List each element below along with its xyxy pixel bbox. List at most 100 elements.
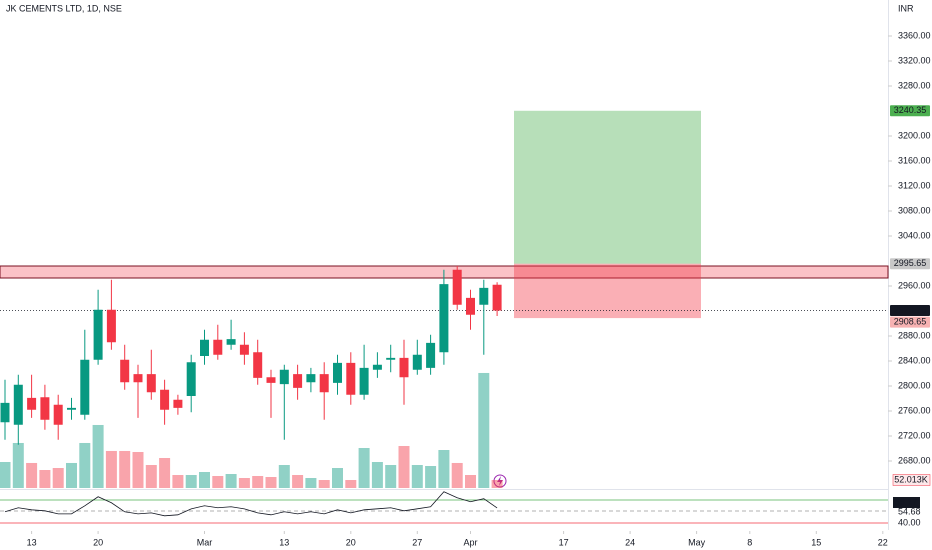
rsi-average-label: 54.68: [898, 506, 921, 516]
candle-body: [319, 374, 329, 393]
x-tick-label: Mar: [197, 537, 213, 547]
candle-body: [333, 362, 342, 383]
candle-body: [239, 344, 249, 355]
x-tick-label: 27: [412, 537, 422, 547]
candle-body: [40, 397, 50, 420]
volume-bar: [265, 477, 277, 488]
volume-bar: [79, 442, 91, 488]
candle-body: [399, 357, 409, 378]
x-tick-label: 8: [747, 537, 752, 547]
volume-bar: [371, 462, 383, 488]
y-tick-label: 2680.00: [898, 455, 931, 465]
candle-body: [426, 342, 436, 368]
volume-bar: [66, 462, 77, 488]
y-tick-label: 3080.00: [898, 205, 931, 215]
candle-body: [213, 339, 223, 355]
volume-bar: [39, 470, 51, 488]
y-tick-label: 3320.00: [898, 55, 931, 65]
candle-body: [306, 374, 316, 383]
candle-body: [479, 287, 489, 305]
candle-body: [93, 309, 103, 360]
y-tick-label: 3160.00: [898, 155, 931, 165]
y-tick-label: 2720.00: [898, 430, 931, 440]
price-label-bg: [890, 305, 930, 317]
y-tick-label: 2840.00: [898, 355, 931, 365]
candle-body: [439, 284, 449, 353]
volume-bar: [292, 475, 304, 488]
volume-bar: [332, 468, 343, 488]
currency: INR: [898, 3, 914, 13]
candle-body: [412, 354, 422, 370]
volume-bar: [411, 465, 423, 488]
candle-body: [146, 374, 156, 393]
x-tick-label: 20: [346, 537, 356, 547]
volume-bar: [105, 450, 117, 488]
price-label: 2995.65: [894, 258, 927, 268]
candle-body: [67, 407, 76, 410]
price-label: 2908.65: [894, 316, 927, 326]
price-label-bg: [890, 105, 930, 117]
price-label: 3240.35: [894, 105, 927, 115]
candle-body: [253, 352, 263, 378]
y-tick-label: 2760.00: [898, 405, 931, 415]
volume-bar: [398, 446, 410, 488]
y-tick-label: 2800.00: [898, 380, 931, 390]
x-tick-label: 13: [27, 537, 37, 547]
volume-bar: [451, 462, 463, 488]
volume-bar: [345, 480, 357, 488]
x-tick-label: 17: [559, 537, 569, 547]
volume-bar: [26, 462, 38, 488]
candle-body: [80, 359, 90, 415]
volume-bar: [438, 450, 450, 488]
rsi-tick-label: 40.00: [898, 517, 921, 527]
y-tick-label: 2960.00: [898, 280, 931, 290]
chart-title: JK CEMENTS LTD, 1D, NSE: [6, 3, 122, 13]
candle-body: [386, 357, 396, 360]
volume-bar: [52, 468, 64, 488]
x-tick-label: Apr: [463, 537, 477, 547]
rsi-line: [4, 491, 498, 517]
volume-bar: [172, 475, 184, 488]
volume-bar: [305, 478, 317, 488]
candle-body: [266, 377, 276, 383]
candle-body: [0, 402, 10, 423]
candle-body: [106, 309, 116, 343]
y-tick-label: 2880.00: [898, 330, 931, 340]
volume-bar: [252, 476, 264, 488]
candle-body: [53, 404, 63, 425]
candle-body: [492, 284, 502, 311]
candle-body: [226, 339, 236, 345]
candle-body: [173, 399, 183, 408]
candle-body: [466, 297, 475, 315]
candle-body: [372, 364, 382, 370]
candle-body: [346, 362, 356, 395]
volume-bar: [119, 450, 131, 488]
alert-icon: [493, 474, 507, 488]
y-tick-label: 3200.00: [898, 130, 931, 140]
candle-body: [186, 362, 196, 396]
candle-body: [120, 359, 130, 383]
candle-body: [133, 374, 143, 383]
volume-bar: [212, 476, 224, 488]
volume-bar: [465, 475, 476, 488]
y-tick-label: 3360.00: [898, 30, 931, 40]
volume-bar: [478, 372, 490, 488]
volume-bar: [199, 472, 210, 488]
x-tick-label: May: [688, 537, 706, 547]
candle-body: [293, 374, 303, 388]
volume-bar: [159, 458, 171, 488]
stop-zone: [514, 263, 701, 319]
volume-bar: [145, 465, 157, 488]
y-tick-label: 3280.00: [898, 80, 931, 90]
volume-label: 52.013K: [894, 474, 928, 484]
volume-bar: [0, 462, 11, 488]
volume-bar: [185, 475, 197, 488]
volume-bar: [12, 442, 24, 488]
volume-bar: [132, 452, 144, 488]
volume-bar: [92, 424, 104, 488]
volume-bar: [238, 478, 250, 488]
price-label-bg: [890, 258, 930, 270]
volume-label-bg: [892, 474, 931, 486]
